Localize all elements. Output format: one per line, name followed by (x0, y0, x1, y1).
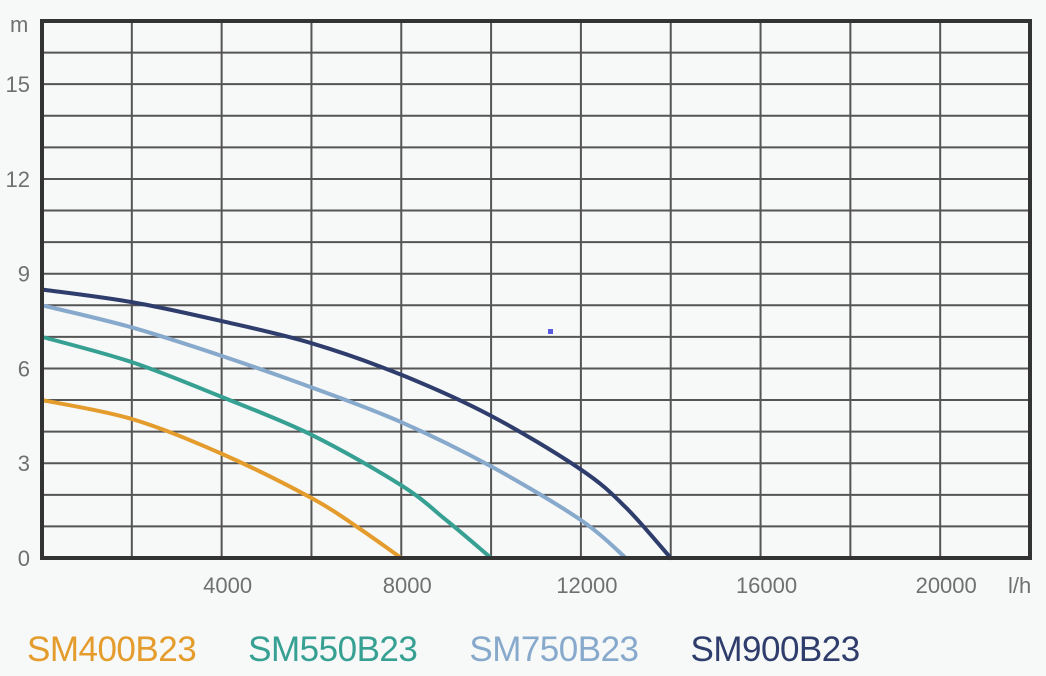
y-tick-label: 3 (18, 451, 30, 476)
axis-ticks: 4000 8000 12000 16000 20000 0 3 6 9 12 15 (6, 72, 977, 598)
marker-dot (548, 329, 553, 334)
legend-item-sm550b23: SM550B23 (248, 630, 418, 669)
series-line-sm900b23 (40, 287, 673, 560)
x-tick-label: 12000 (556, 573, 617, 598)
y-tick-label: 12 (6, 167, 30, 192)
y-tick-label: 15 (6, 72, 30, 97)
series-lines (40, 287, 673, 560)
x-tick-label: 20000 (916, 573, 977, 598)
y-tick-label: 0 (18, 546, 30, 571)
legend-item-sm400b23: SM400B23 (27, 630, 197, 669)
x-tick-label: 8000 (383, 573, 432, 598)
y-tick-label: 6 (18, 356, 30, 381)
series-line-sm550b23 (40, 334, 494, 560)
legend-item-sm750b23: SM750B23 (469, 630, 639, 669)
chart-grid (42, 21, 1030, 558)
plot-frame (40, 19, 1032, 560)
x-axis-unit-label: l/h (1008, 573, 1031, 598)
series-line-sm750b23 (40, 303, 628, 560)
x-tick-label: 4000 (203, 573, 252, 598)
y-tick-label: 9 (18, 262, 30, 287)
legend-item-sm900b23: SM900B23 (690, 630, 861, 669)
x-tick-label: 16000 (736, 573, 797, 598)
y-axis-unit-label: m (10, 12, 28, 37)
chart-legend: SM400B23 SM550B23 SM750B23 SM900B23 (27, 630, 912, 670)
series-line-sm400b23 (40, 398, 404, 560)
